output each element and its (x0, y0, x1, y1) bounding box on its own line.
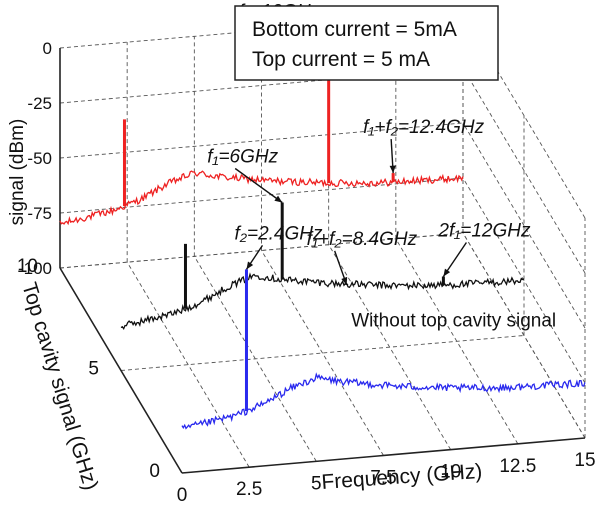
side-gridline-z (462, 232, 586, 439)
y-tick-label: 0 (149, 461, 160, 482)
x-tick-label: 10 (440, 462, 461, 483)
back-gridline-z (59, 122, 464, 159)
side-gridline-z (462, 177, 586, 384)
floor-gridline-x (261, 250, 384, 456)
legend-frame (234, 5, 499, 81)
z-tick-label: -25 (27, 94, 52, 113)
annotation-arrow (234, 167, 283, 204)
trace-0 (181, 372, 586, 430)
y-axis-label: Top cavity signal (GHz) (17, 280, 102, 493)
z-tick-label: -100 (18, 259, 52, 278)
annotation-arrowhead (246, 261, 254, 270)
z-axis-label: signal (dBm) (7, 119, 28, 226)
annotation-arrowhead (389, 165, 396, 174)
x-tick-label: 2.5 (236, 479, 262, 500)
z-tick-label: 0 (43, 39, 52, 58)
z-tick-label: -75 (27, 204, 52, 223)
trace-5 (120, 272, 525, 331)
annotations-layer: f₂=2.4GHzf₁=6GHzf₁+f₂=8.4GHz2f₁=12GHzf₁=… (207, 2, 556, 332)
back-gridline-z (59, 177, 464, 214)
floor-gridline-y (120, 335, 525, 371)
x-tick-label: 7.5 (370, 468, 396, 489)
y-tick-label: 5 (88, 359, 99, 380)
x-tick-label: 15 (574, 450, 595, 471)
trace-10 (59, 170, 464, 226)
z-tick-label: -50 (27, 149, 52, 168)
legend-box: Bottom current = 5mA Top current = 5 mA (234, 5, 499, 81)
x-axis-label: Frequency (GHz) (321, 460, 483, 494)
back-gridline-z (59, 232, 464, 269)
series-label: Without top cavity signal (351, 310, 556, 331)
annotation-label: f₁=6GHz (207, 147, 278, 168)
floor-gridline-x (126, 261, 250, 468)
annotation-label: 2f₁=12GHz (437, 221, 531, 242)
x-tick-label: 5 (311, 473, 322, 494)
y-tick-label: 10 (17, 256, 38, 277)
side-gridline-z (462, 122, 586, 329)
annotation-arrowhead (274, 195, 283, 203)
ticks-layer: 0 2.5 5 7.5 10 12.5 15 0 5 10 0 -25 -50 -75 -100 (17, 39, 596, 506)
annotation-label: f₁+f₂=8.4GHz (307, 229, 418, 250)
annotation-arrowhead (341, 276, 348, 285)
legend-line-2: Top current = 5 mA (252, 48, 430, 71)
x-tick-label: 0 (177, 485, 188, 506)
side-gridline-z (462, 67, 586, 274)
annotation-label: f₂=2.4GHz (234, 223, 323, 244)
annotation-arrowhead (443, 268, 451, 277)
legend-line-1: Bottom current = 5mA (252, 18, 457, 41)
x-axis-line (181, 437, 586, 474)
annotation-label: f₁+f₂=12.4GHz (363, 117, 484, 138)
x-tick-label: 12.5 (499, 456, 536, 477)
y-axis-line (59, 267, 183, 474)
